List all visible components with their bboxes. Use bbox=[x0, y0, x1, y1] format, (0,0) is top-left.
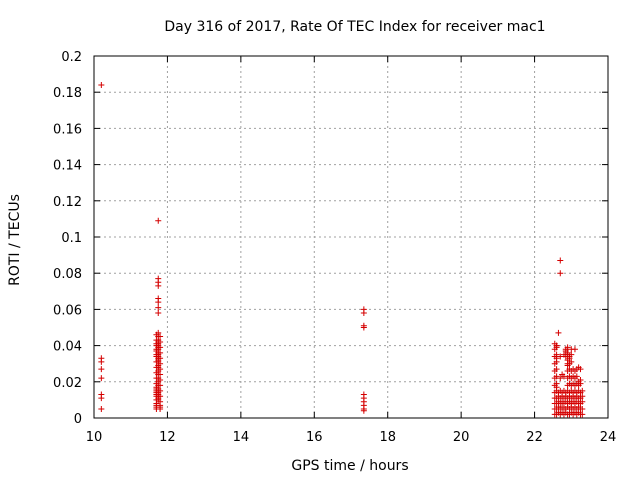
data-point bbox=[157, 355, 164, 362]
data-point bbox=[153, 340, 160, 347]
data-point bbox=[155, 217, 162, 224]
data-point bbox=[577, 376, 584, 383]
data-point bbox=[157, 333, 164, 340]
x-tick-label: 18 bbox=[379, 430, 396, 445]
x-tick-label: 16 bbox=[306, 430, 323, 445]
data-point bbox=[98, 366, 105, 373]
data-point bbox=[155, 282, 162, 289]
data-point bbox=[157, 338, 164, 345]
y-tick-label: 0.04 bbox=[53, 340, 82, 355]
data-point bbox=[157, 405, 164, 412]
data-point bbox=[360, 407, 367, 414]
data-point bbox=[579, 405, 586, 412]
data-point bbox=[573, 373, 580, 380]
data-point bbox=[157, 349, 164, 356]
data-point bbox=[98, 375, 105, 382]
data-point bbox=[579, 398, 586, 405]
data-point bbox=[98, 405, 105, 412]
data-point bbox=[553, 384, 560, 391]
y-tick-label: 0 bbox=[74, 412, 82, 427]
data-point bbox=[579, 393, 586, 400]
data-point bbox=[579, 387, 586, 394]
y-tick-label: 0.12 bbox=[53, 195, 82, 210]
grid-lines bbox=[94, 56, 608, 418]
data-point bbox=[571, 346, 578, 353]
data-point bbox=[553, 342, 560, 349]
data-point bbox=[557, 257, 564, 264]
data-point bbox=[153, 375, 160, 382]
data-point bbox=[553, 355, 560, 362]
x-tick-label: 24 bbox=[600, 430, 617, 445]
y-tick-label: 0.1 bbox=[61, 231, 82, 246]
data-point bbox=[557, 270, 564, 277]
data-point bbox=[568, 351, 575, 358]
data-point bbox=[360, 310, 367, 317]
x-tick-label: 14 bbox=[233, 430, 250, 445]
data-point bbox=[557, 353, 564, 360]
data-point bbox=[564, 344, 571, 351]
data-point bbox=[157, 387, 164, 394]
x-tick-label: 22 bbox=[526, 430, 543, 445]
data-point bbox=[157, 371, 164, 378]
data-point bbox=[155, 299, 162, 306]
y-tick-label: 0.06 bbox=[53, 303, 82, 318]
data-point bbox=[153, 358, 160, 365]
y-axis-label: ROTI / TECUs bbox=[7, 194, 23, 286]
x-tick-label: 12 bbox=[159, 430, 176, 445]
x-axis-label: GPS time / hours bbox=[291, 458, 408, 474]
data-point bbox=[153, 369, 160, 376]
data-point bbox=[559, 371, 566, 378]
data-point bbox=[157, 376, 164, 383]
data-point bbox=[555, 329, 562, 336]
data-point bbox=[157, 382, 164, 389]
data-point bbox=[157, 366, 164, 373]
y-tick-label: 0.2 bbox=[61, 50, 82, 65]
chart-title: Day 316 of 2017, Rate Of TEC Index for r… bbox=[164, 19, 545, 35]
axis-ticks: 10 12 14 16 18 20 22 24 0 0.02 0.04 0.06 0.08 0.1 0.12… bbox=[53, 50, 616, 445]
data-point bbox=[557, 375, 564, 382]
data-point bbox=[157, 344, 164, 351]
data-point bbox=[553, 373, 560, 380]
data-point bbox=[157, 393, 164, 400]
data-point bbox=[153, 364, 160, 371]
data-point bbox=[553, 366, 560, 373]
data-point bbox=[98, 358, 105, 365]
y-tick-label: 0.02 bbox=[53, 376, 82, 391]
data-point bbox=[153, 351, 160, 358]
data-point bbox=[577, 366, 584, 373]
data-point bbox=[98, 395, 105, 402]
data-point bbox=[98, 81, 105, 88]
data-point bbox=[157, 360, 164, 367]
data-point bbox=[562, 348, 569, 355]
data-points bbox=[98, 81, 586, 418]
data-point bbox=[579, 411, 586, 418]
y-tick-label: 0.14 bbox=[53, 159, 82, 174]
data-point bbox=[155, 304, 162, 311]
data-point bbox=[564, 357, 571, 364]
data-point bbox=[155, 310, 162, 317]
x-tick-label: 10 bbox=[86, 430, 103, 445]
data-point bbox=[360, 324, 367, 331]
y-tick-label: 0.16 bbox=[53, 122, 82, 137]
data-point bbox=[153, 384, 160, 391]
y-tick-label: 0.18 bbox=[53, 86, 82, 101]
data-point bbox=[153, 346, 160, 353]
data-point bbox=[153, 331, 160, 338]
y-tick-label: 0.08 bbox=[53, 267, 82, 282]
data-point bbox=[564, 362, 571, 369]
x-tick-label: 20 bbox=[453, 430, 470, 445]
